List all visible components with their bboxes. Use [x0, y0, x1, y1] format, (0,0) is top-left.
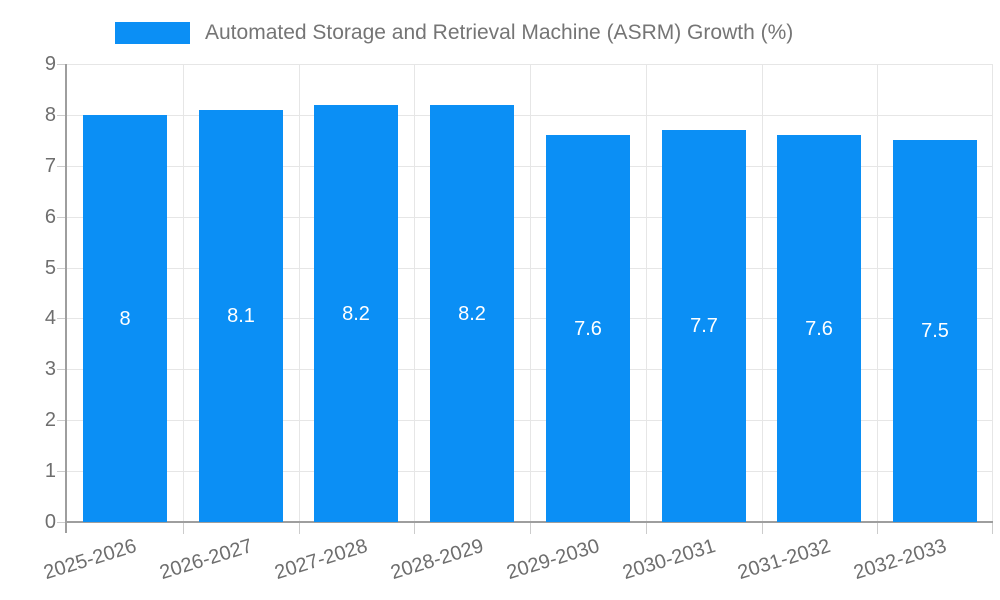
y-axis-tick — [57, 522, 65, 523]
legend-label: Automated Storage and Retrieval Machine … — [205, 21, 794, 44]
x-axis-tick — [414, 523, 415, 534]
y-axis-tick — [57, 217, 65, 218]
y-axis-label: 6 — [44, 206, 56, 228]
bar-value-label: 8.1 — [227, 305, 255, 327]
bar[interactable]: 8.2 — [430, 105, 514, 522]
gridline-vertical — [762, 64, 763, 522]
bar[interactable]: 7.6 — [546, 135, 630, 522]
x-axis-label: 2026-2027 — [157, 535, 256, 585]
bar-value-label: 7.7 — [690, 315, 718, 337]
y-axis-tick — [57, 420, 65, 421]
gridline-vertical — [646, 64, 647, 522]
gridline-vertical — [183, 64, 184, 522]
bar-value-label: 8 — [119, 307, 131, 330]
y-axis-label: 8 — [44, 104, 56, 126]
y-axis-tick — [57, 64, 65, 65]
y-axis-label: 3 — [44, 358, 56, 380]
x-axis-label: 2028-2029 — [388, 535, 487, 585]
y-axis-line — [65, 64, 67, 533]
x-axis-tick — [530, 523, 531, 534]
y-axis-tick — [57, 115, 65, 116]
y-axis-tick — [57, 166, 65, 167]
bar-value-label: 7.6 — [805, 317, 833, 340]
x-axis-tick — [762, 523, 763, 534]
gridline-vertical — [299, 64, 300, 522]
bar-value-label: 7.6 — [574, 317, 602, 340]
x-axis-tick — [646, 523, 647, 534]
x-axis-label: 2025-2026 — [41, 535, 140, 585]
y-axis-tick — [57, 318, 65, 319]
y-axis-label: 0 — [44, 511, 56, 533]
bar-value-label: 7.5 — [921, 320, 949, 342]
bar[interactable]: 7.5 — [893, 140, 977, 522]
bar-value-label: 8.2 — [342, 302, 370, 325]
x-axis-tick — [183, 523, 184, 534]
bar[interactable]: 8.1 — [199, 110, 283, 522]
gridline-vertical — [414, 64, 415, 522]
gridline-vertical — [992, 64, 993, 522]
y-axis-label: 9 — [44, 53, 56, 75]
x-axis-label: 2032-2033 — [851, 535, 950, 585]
y-axis-tick — [57, 471, 65, 472]
bar-value-label: 8.2 — [458, 302, 486, 325]
x-axis-label: 2031-2032 — [735, 535, 834, 585]
x-axis-label: 2029-2030 — [504, 535, 603, 585]
legend-swatch — [115, 22, 190, 44]
bar[interactable]: 7.7 — [662, 130, 746, 522]
gridline-vertical — [530, 64, 531, 522]
x-axis-tick — [992, 523, 993, 534]
y-axis-label: 4 — [44, 307, 56, 329]
gridline-vertical — [877, 64, 878, 522]
x-axis-label: 2027-2028 — [272, 535, 371, 585]
y-axis-tick — [57, 369, 65, 370]
y-axis-label: 7 — [44, 155, 56, 177]
y-axis-label: 1 — [44, 460, 56, 482]
x-axis-tick — [299, 523, 300, 534]
x-axis-tick — [877, 523, 878, 534]
bar[interactable]: 8.2 — [314, 105, 398, 522]
y-axis-label: 2 — [44, 409, 56, 431]
x-axis-line — [65, 521, 993, 523]
x-axis-label: 2030-2031 — [620, 535, 719, 585]
y-axis-label: 5 — [44, 257, 56, 279]
bar[interactable]: 7.6 — [777, 135, 861, 522]
y-axis-tick — [57, 268, 65, 269]
bar[interactable]: 8 — [83, 115, 167, 522]
legend: Automated Storage and Retrieval Machine … — [115, 20, 793, 46]
